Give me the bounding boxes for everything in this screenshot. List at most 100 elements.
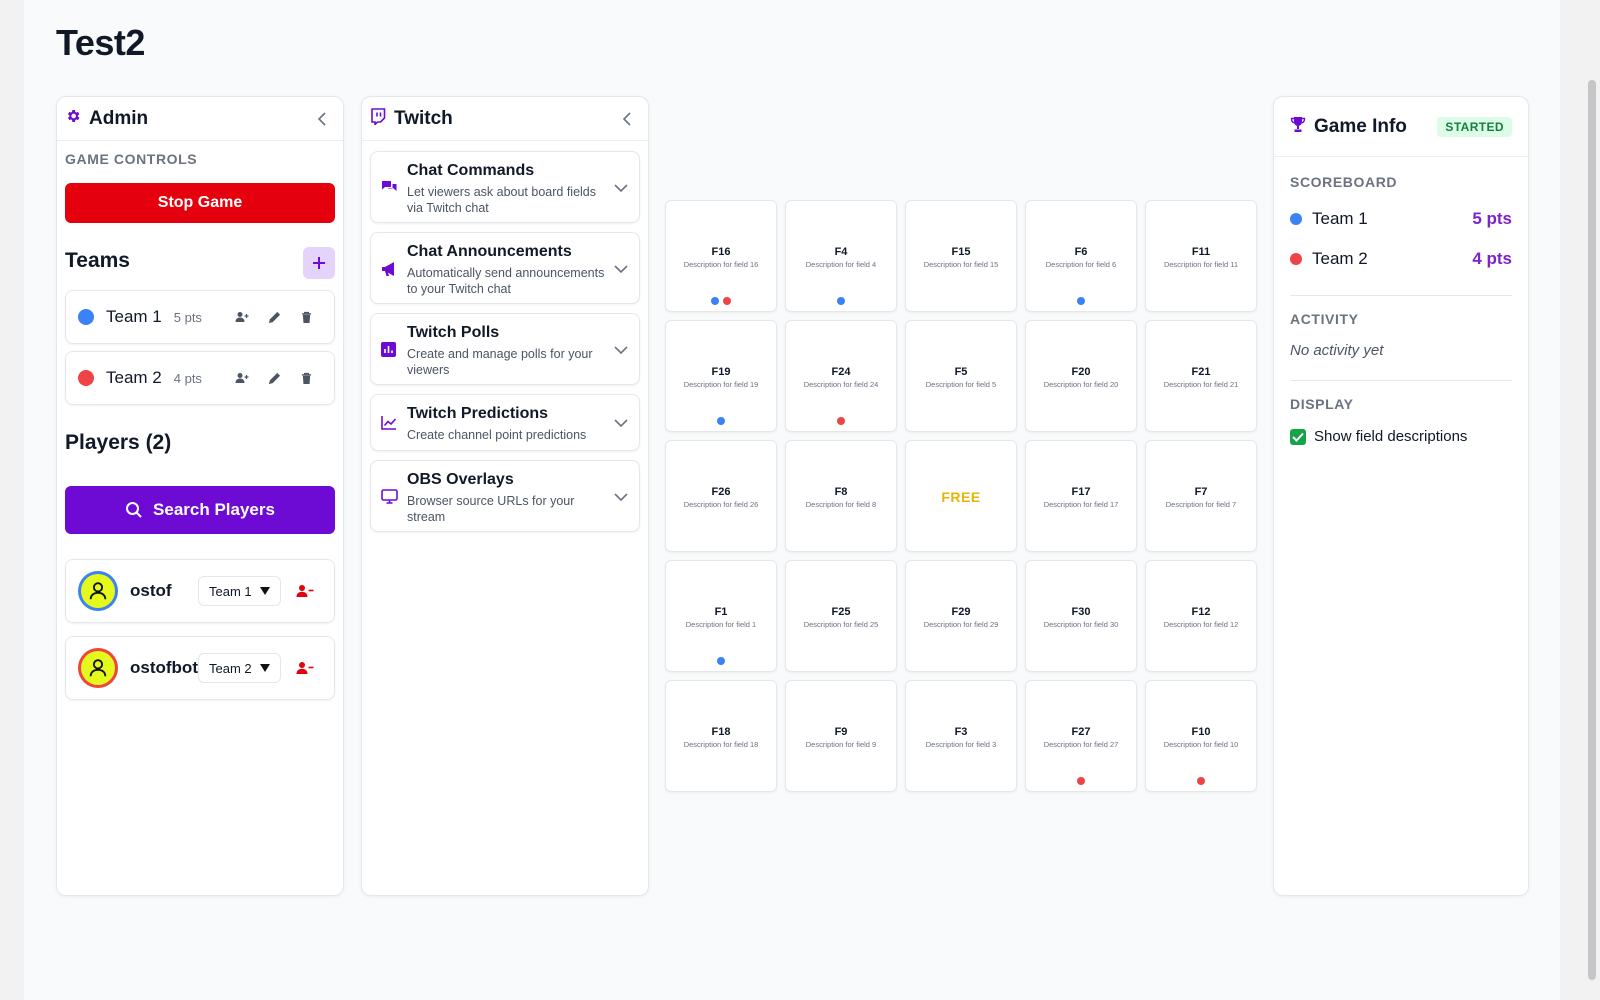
board-cell[interactable]: F9 Description for field 9 xyxy=(785,680,897,792)
team-card: Team 2 4 pts xyxy=(65,351,335,405)
cell-description: Description for field 5 xyxy=(925,380,997,389)
add-player-to-team-icon[interactable] xyxy=(226,366,258,390)
cell-label: F18 xyxy=(711,726,731,738)
board-cell[interactable]: FREE xyxy=(905,440,1017,552)
board-cell[interactable]: F17 Description for field 17 xyxy=(1025,440,1137,552)
player-team-select[interactable]: Team 2 xyxy=(198,653,281,683)
cell-label: F7 xyxy=(1194,486,1208,498)
player-team-select[interactable]: Team 1 xyxy=(198,576,281,606)
show-descriptions-checkbox[interactable] xyxy=(1290,428,1306,445)
poll-icon xyxy=(381,342,397,358)
cell-description: Description for field 3 xyxy=(925,740,997,749)
chevron-down-icon[interactable] xyxy=(613,489,629,505)
board-cell[interactable]: F4 Description for field 4 xyxy=(785,200,897,312)
cell-description: Description for field 26 xyxy=(683,500,759,509)
cell-label: F15 xyxy=(951,246,971,258)
cell-description: Description for field 10 xyxy=(1163,740,1239,749)
team-color-dot xyxy=(78,309,94,325)
board-cell[interactable]: F21 Description for field 21 xyxy=(1145,320,1257,432)
trophy-icon xyxy=(1290,116,1306,138)
team-name: Team 1 xyxy=(106,307,162,326)
board-cell[interactable]: F10 Description for field 10 xyxy=(1145,680,1257,792)
game-info-panel: Game Info STARTED SCOREBOARD Team 1 5 pt… xyxy=(1273,96,1529,896)
board-cell[interactable]: F30 Description for field 30 xyxy=(1025,560,1137,672)
obs-overlays-section[interactable]: OBS Overlays Browser source URLs for you… xyxy=(370,460,640,532)
twitch-polls-description: Create and manage polls for your viewers xyxy=(407,347,593,377)
board-cell[interactable]: F3 Description for field 3 xyxy=(905,680,1017,792)
cell-label: F1 xyxy=(714,606,728,618)
scoreboard-team-points: 5 pts xyxy=(1472,209,1512,228)
cell-description: Description for field 7 xyxy=(1165,500,1237,509)
board-cell[interactable]: F19 Description for field 19 xyxy=(665,320,777,432)
cell-team-marks xyxy=(786,417,896,425)
delete-team-icon[interactable] xyxy=(290,366,322,390)
chat-announcements-section[interactable]: Chat Announcements Automatically send an… xyxy=(370,232,640,304)
obs-overlays-description: Browser source URLs for your stream xyxy=(407,494,575,524)
board-cell[interactable]: F29 Description for field 29 xyxy=(905,560,1017,672)
remove-player-icon[interactable] xyxy=(294,581,316,601)
board-cell[interactable]: F18 Description for field 18 xyxy=(665,680,777,792)
plus-icon xyxy=(313,257,325,269)
team-color-dot xyxy=(78,370,94,386)
admin-panel: Admin GAME CONTROLS Stop Game Teams Team… xyxy=(56,96,344,896)
team-name: Team 2 xyxy=(106,368,162,387)
twitch-predictions-description: Create channel point predictions xyxy=(407,428,587,442)
cell-label: F3 xyxy=(954,726,968,738)
cell-description: Description for field 15 xyxy=(923,260,999,269)
scrollbar-thumb[interactable] xyxy=(1588,80,1596,980)
board-cell[interactable]: F6 Description for field 6 xyxy=(1025,200,1137,312)
add-player-to-team-icon[interactable] xyxy=(226,305,258,329)
board-cell[interactable]: F25 Description for field 25 xyxy=(785,560,897,672)
cell-label: F25 xyxy=(831,606,851,618)
search-players-button[interactable]: Search Players xyxy=(65,486,335,534)
board-cell[interactable]: F5 Description for field 5 xyxy=(905,320,1017,432)
board-cell[interactable]: F8 Description for field 8 xyxy=(785,440,897,552)
chevron-down-icon[interactable] xyxy=(613,261,629,277)
cell-team-marks xyxy=(666,417,776,425)
twitch-predictions-section[interactable]: Twitch Predictions Create channel point … xyxy=(370,394,640,451)
chevron-down-icon[interactable] xyxy=(613,180,629,196)
cell-description: Description for field 11 xyxy=(1163,260,1239,269)
cell-label: F20 xyxy=(1071,366,1091,378)
cell-team-marks xyxy=(1146,777,1256,785)
add-team-button[interactable] xyxy=(303,247,335,279)
edit-team-icon[interactable] xyxy=(258,305,290,329)
team-points: 4 pts xyxy=(173,370,202,386)
board-cell[interactable]: F20 Description for field 20 xyxy=(1025,320,1137,432)
chevron-down-icon[interactable] xyxy=(613,415,629,431)
cell-description: Description for field 20 xyxy=(1043,380,1119,389)
collapse-admin-icon[interactable] xyxy=(313,110,331,128)
checkmark-icon xyxy=(1292,432,1304,442)
chat-commands-section[interactable]: Chat Commands Let viewers ask about boar… xyxy=(370,151,640,223)
show-descriptions-row[interactable]: Show field descriptions xyxy=(1290,428,1467,445)
remove-player-icon[interactable] xyxy=(294,658,316,678)
caret-down-icon xyxy=(259,587,270,595)
chevron-down-icon[interactable] xyxy=(613,342,629,358)
board-cell[interactable]: F15 Description for field 15 xyxy=(905,200,1017,312)
board-cell[interactable]: F7 Description for field 7 xyxy=(1145,440,1257,552)
board-cell[interactable]: F24 Description for field 24 xyxy=(785,320,897,432)
cell-description: Description for field 9 xyxy=(805,740,877,749)
avatar xyxy=(78,571,118,611)
cell-team-marks xyxy=(1026,297,1136,305)
board-cell[interactable]: F12 Description for field 12 xyxy=(1145,560,1257,672)
user-icon xyxy=(89,582,107,600)
obs-overlays-title: OBS Overlays xyxy=(407,471,514,488)
page-scrollbar[interactable] xyxy=(1584,0,1600,1000)
team-mark-dot xyxy=(723,297,731,305)
cell-description: Description for field 29 xyxy=(923,620,999,629)
collapse-twitch-icon[interactable] xyxy=(618,110,636,128)
twitch-polls-section[interactable]: Twitch Polls Create and manage polls for… xyxy=(370,313,640,385)
board-cell[interactable]: F26 Description for field 26 xyxy=(665,440,777,552)
cell-description: Description for field 27 xyxy=(1043,740,1119,749)
board-cell[interactable]: F1 Description for field 1 xyxy=(665,560,777,672)
board-cell[interactable]: F11 Description for field 11 xyxy=(1145,200,1257,312)
chat-commands-title: Chat Commands xyxy=(407,162,535,179)
delete-team-icon[interactable] xyxy=(290,305,322,329)
cell-team-marks xyxy=(666,657,776,665)
stop-game-button[interactable]: Stop Game xyxy=(65,183,335,223)
scoreboard-team-name: Team 2 xyxy=(1312,249,1368,268)
board-cell[interactable]: F16 Description for field 16 xyxy=(665,200,777,312)
edit-team-icon[interactable] xyxy=(258,366,290,390)
board-cell[interactable]: F27 Description for field 27 xyxy=(1025,680,1137,792)
